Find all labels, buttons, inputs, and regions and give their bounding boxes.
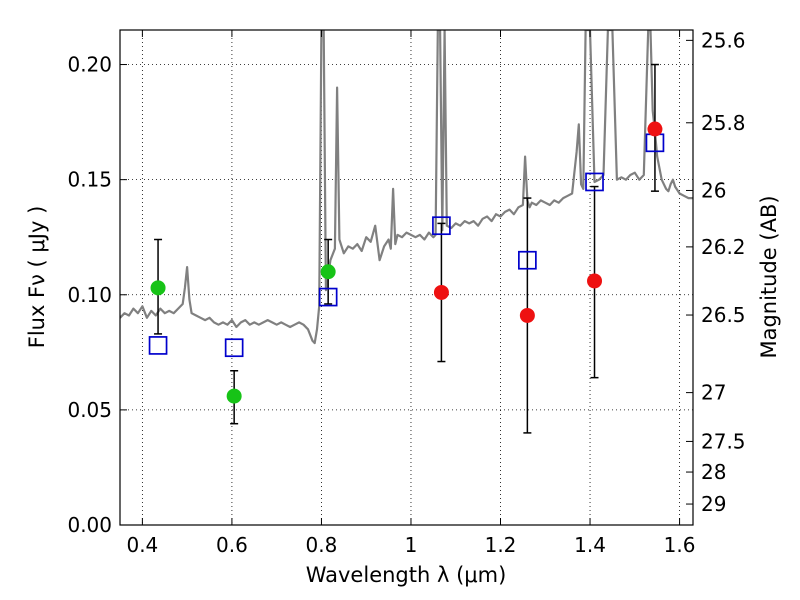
x-axis-label-text: Wavelength λ (μm): [306, 563, 507, 587]
green-circle-marker: [226, 388, 242, 404]
plot-background: [120, 30, 693, 525]
x-tick-label: 1.4: [574, 533, 606, 557]
right-tick-label: 27.5: [701, 429, 746, 453]
right-tick-label: 29: [701, 492, 726, 516]
model-spectrum: [120, 30, 693, 345]
x-tick-label: 1: [405, 533, 418, 557]
blue-square-marker: [585, 172, 604, 192]
x-tick-label: 0.8: [306, 533, 338, 557]
red-circle-marker: [519, 307, 535, 323]
right-tick-label: 25.8: [701, 111, 746, 135]
blue-square-marker: [518, 250, 537, 270]
green-circle-marker: [150, 280, 166, 296]
grid-lines: [120, 30, 693, 526]
right-tick-label: 26: [701, 178, 726, 202]
blue-square-marker: [148, 336, 168, 355]
data-markers: [148, 121, 665, 404]
right-tick-label: 28: [701, 460, 726, 484]
right-tick-label: 27: [701, 381, 726, 405]
right-tick-label: 26.2: [701, 235, 746, 259]
x-tick-label: 0.4: [126, 533, 158, 557]
x-tick-label: 0.6: [216, 533, 248, 557]
blue-square-marker: [318, 287, 338, 307]
x-tick-label: 1.2: [485, 533, 517, 557]
y-tick-label: 0.05: [67, 398, 112, 422]
y-axis-label-right-text: Magnitude (AB): [757, 195, 781, 358]
x-tick-label: 1.6: [664, 533, 696, 557]
green-circle-marker: [320, 264, 336, 280]
red-circle-marker: [587, 273, 603, 289]
blue-square-marker: [432, 216, 451, 236]
y-tick-label: 0.15: [67, 168, 112, 192]
axis-ticks: [120, 30, 693, 526]
y-axis-label-left-text: Flux Fν ( μJy ): [25, 206, 49, 349]
y-tick-label: 0.20: [67, 53, 112, 77]
right-tick-label: 26.5: [701, 303, 746, 327]
x-axis-label: Wavelength λ (μm): [306, 563, 507, 587]
red-circle-marker: [647, 121, 663, 137]
plot-frame: [119, 29, 694, 526]
y-tick-label: 0.00: [67, 513, 112, 537]
y-tick-label: 0.10: [67, 283, 112, 307]
y-axis-label-right: Magnitude (AB): [757, 195, 781, 358]
spectrum-line: [120, 30, 693, 345]
right-tick-label: 25.6: [701, 28, 746, 52]
y-axis-label-left: Flux Fν ( μJy ): [25, 206, 49, 349]
blue-square-marker: [224, 338, 244, 358]
tick-labels: 0.4 0.6 0.8 1 1.2 1.4 1.6 0.00 0.05 0.10 0.15 0.20 2…: [67, 28, 745, 557]
red-circle-marker: [433, 284, 449, 300]
